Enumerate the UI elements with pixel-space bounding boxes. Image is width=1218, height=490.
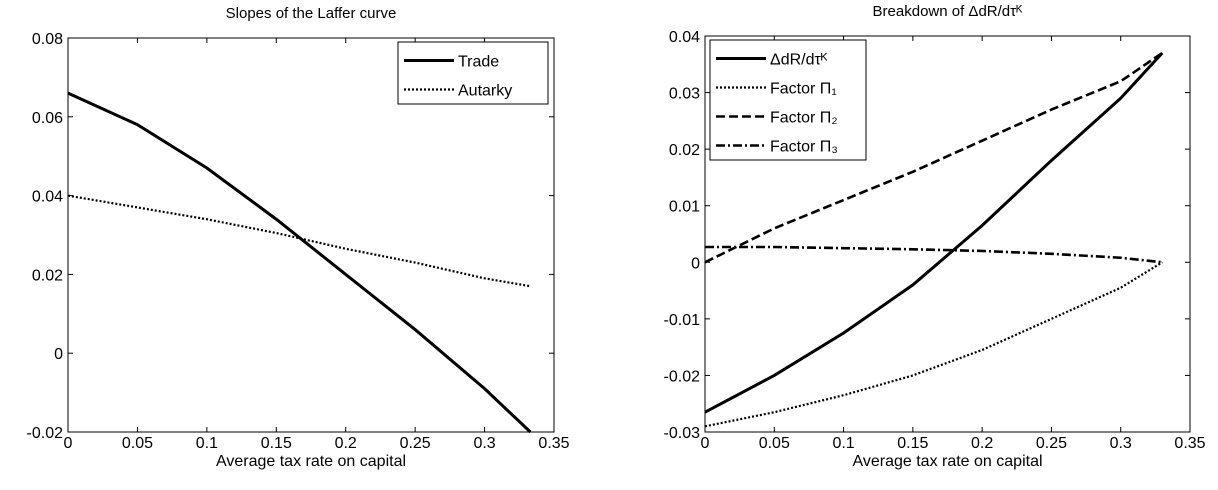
axes-box [704, 35, 1191, 433]
y-tick-label: 0.08 [32, 31, 63, 48]
y-tick-label: 0.01 [669, 199, 700, 216]
y-tick-label: -0.03 [664, 425, 701, 442]
x-tick-label: 0.2 [335, 435, 357, 452]
x-tick-label: 0.1 [832, 435, 854, 452]
series-line [67, 91, 532, 434]
x-tick-label: 0 [701, 435, 710, 452]
x-tick-label: 0.3 [1110, 435, 1132, 452]
x-tick-label: 0.3 [473, 435, 495, 452]
series-line [67, 194, 531, 288]
y-tick-label: -0.02 [664, 368, 701, 385]
x-axis-label: Average tax rate on capital [852, 453, 1042, 470]
x-tick-label: 0.15 [261, 435, 292, 452]
x-tick-label: 0.25 [400, 435, 431, 452]
y-tick-label: 0.02 [32, 267, 63, 284]
x-tick-label: 0.2 [971, 435, 993, 452]
y-tick-label: 0.04 [669, 29, 700, 46]
y-tick-label: -0.01 [664, 312, 701, 329]
x-tick-label: 0 [64, 435, 73, 452]
y-tick-label: -0.02 [27, 425, 64, 442]
y-tick-label: 0.06 [32, 110, 63, 127]
x-tick-label: 0.25 [1036, 435, 1067, 452]
x-axis-label: Average tax rate on capital [216, 453, 406, 470]
y-tick-label: 0.04 [32, 189, 63, 206]
y-tick-label: 0.02 [669, 142, 700, 159]
x-tick-label: 0.05 [759, 435, 790, 452]
x-tick-label: 0.1 [196, 435, 218, 452]
x-tick-label: 0.15 [897, 435, 928, 452]
chart-title: Breakdown of ΔdR/dτᴷ [873, 3, 1024, 20]
series-line [704, 51, 1164, 414]
legend-label: Factor Π₁ [770, 81, 837, 98]
y-tick-label: 0.03 [669, 86, 700, 103]
x-tick-label: 0.35 [538, 435, 569, 452]
y-tick-label: 0 [54, 346, 63, 363]
x-tick-label: 0.35 [1174, 435, 1205, 452]
legend-box [397, 41, 549, 105]
y-tick-label: 0 [691, 255, 700, 272]
legend-label: Autarky [458, 83, 512, 100]
x-tick-label: 0.05 [122, 435, 153, 452]
legend-label: ΔdR/dτᴷ [770, 52, 828, 69]
legend-label: Factor Π₂ [770, 110, 838, 127]
axes-box [67, 37, 555, 433]
chart-title: Slopes of the Laffer curve [226, 5, 397, 22]
series-line [705, 245, 1163, 264]
legend-label: Trade [458, 54, 499, 71]
series-line [704, 51, 1164, 264]
legend-label: Factor Π₃ [770, 139, 838, 156]
